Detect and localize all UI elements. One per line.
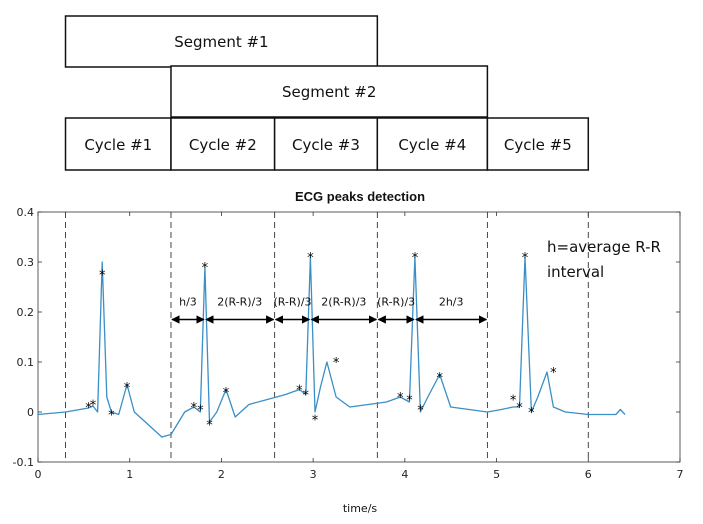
peak-marker: * — [197, 404, 204, 419]
peak-marker: * — [312, 414, 319, 429]
plot-area: 0 1 2 3 4 5 6 7-0.100.10.20.30.4****** **** * ****… — [13, 206, 684, 481]
segment-box — [64, 15, 379, 68]
cycle-label: Cycle #5 — [504, 136, 572, 154]
annotation-line-1: h=average R-R — [547, 238, 661, 256]
x-tick-label: 2 — [218, 468, 225, 481]
peak-marker: * — [510, 394, 517, 409]
peak-marker: * — [436, 371, 443, 386]
y-tick-label: 0.2 — [17, 306, 35, 319]
interval-label: 2h/3 — [439, 296, 464, 309]
interval-label: (R-R)/3 — [273, 296, 311, 309]
peak-marker: * — [223, 386, 230, 401]
peak-marker: * — [550, 366, 557, 381]
cycle-label: Cycle #1 — [84, 136, 152, 154]
y-tick-label: -0.1 — [13, 456, 34, 469]
peak-marker: * — [397, 391, 404, 406]
cycle-label: Cycle #3 — [292, 136, 360, 154]
x-tick-label: 6 — [585, 468, 592, 481]
cycle-box — [273, 117, 379, 171]
y-tick-label: 0.3 — [17, 256, 35, 269]
x-tick-label: 7 — [677, 468, 684, 481]
y-tick-label: 0.4 — [17, 206, 35, 219]
peak-marker: * — [307, 251, 314, 266]
peak-marker: * — [191, 401, 198, 416]
peak-marker: * — [85, 401, 92, 416]
cycle-box — [376, 117, 489, 171]
peak-marker: * — [206, 419, 213, 434]
segment-diagram: Segment #1 Segment #2 Cycle #1 Cycle #2 Cycl… — [64, 15, 590, 171]
segment-label: Segment #1 — [174, 33, 268, 51]
segment-label: Segment #2 — [282, 83, 376, 101]
x-tick-label: 4 — [401, 468, 408, 481]
ecg-signal-line — [37, 256, 626, 438]
y-tick-label: 0.1 — [17, 356, 35, 369]
peak-marker: * — [412, 251, 419, 266]
peak-marker: * — [406, 394, 413, 409]
peak-marker: * — [516, 401, 523, 416]
peak-marker: * — [522, 251, 529, 266]
interval-label: 2(R-R)/3 — [321, 296, 366, 309]
interval-label: 2(R-R)/3 — [217, 296, 262, 309]
x-tick-label: 1 — [126, 468, 133, 481]
peak-marker: * — [528, 406, 535, 421]
x-axis-label: time/s — [343, 502, 378, 515]
peak-marker: * — [417, 404, 424, 419]
annotation-line-2: interval — [547, 263, 604, 281]
cycle-label: Cycle #2 — [189, 136, 257, 154]
peak-marker: * — [108, 409, 115, 424]
x-tick-label: 3 — [310, 468, 317, 481]
y-tick-label: 0 — [27, 406, 34, 419]
segment-box — [170, 65, 489, 118]
x-tick-label: 5 — [493, 468, 500, 481]
cycle-box — [486, 117, 590, 171]
peak-marker: * — [333, 356, 340, 371]
plot-frame — [37, 211, 681, 463]
peak-marker: * — [124, 381, 131, 396]
peak-marker: * — [90, 399, 97, 414]
peak-marker: * — [202, 261, 209, 276]
chart-title: ECG peaks detection — [295, 189, 425, 204]
interval-label: h/3 — [179, 296, 197, 309]
peak-marker: * — [99, 269, 106, 284]
x-tick-label: 0 — [35, 468, 42, 481]
interval-label: (R-R)/3 — [377, 296, 415, 309]
peak-marker: * — [303, 389, 310, 404]
cycle-label: Cycle #4 — [398, 136, 466, 154]
cycle-box — [64, 117, 172, 171]
peak-marker: * — [296, 384, 303, 399]
